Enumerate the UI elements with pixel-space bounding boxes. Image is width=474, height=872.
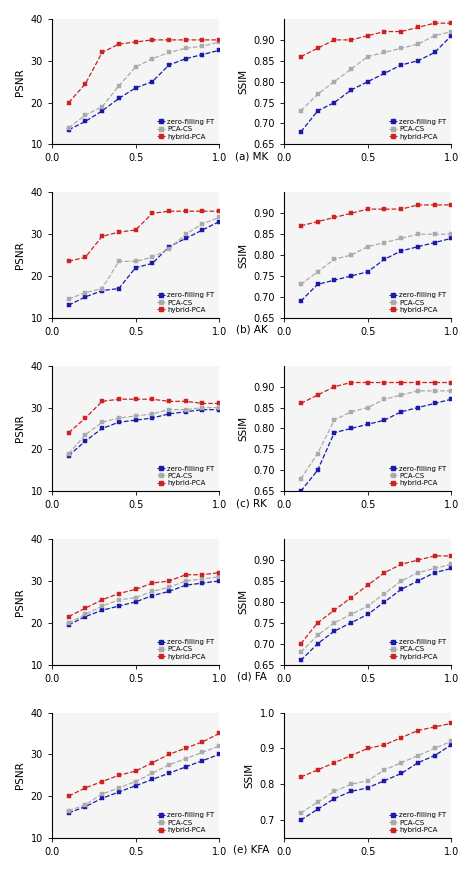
Y-axis label: PSNR: PSNR (15, 414, 25, 442)
Y-axis label: SSIM: SSIM (238, 69, 248, 94)
Legend: zero-filling FT, PCA-CS, hybrid-PCA: zero-filling FT, PCA-CS, hybrid-PCA (387, 464, 448, 487)
Legend: zero-filling FT, PCA-CS, hybrid-PCA: zero-filling FT, PCA-CS, hybrid-PCA (387, 290, 448, 314)
Legend: zero-filling FT, PCA-CS, hybrid-PCA: zero-filling FT, PCA-CS, hybrid-PCA (155, 637, 216, 661)
Legend: zero-filling FT, PCA-CS, hybrid-PCA: zero-filling FT, PCA-CS, hybrid-PCA (155, 464, 216, 487)
Legend: zero-filling FT, PCA-CS, hybrid-PCA: zero-filling FT, PCA-CS, hybrid-PCA (155, 811, 216, 835)
Y-axis label: PSNR: PSNR (15, 761, 25, 789)
Y-axis label: PSNR: PSNR (15, 588, 25, 616)
Y-axis label: PSNR: PSNR (15, 242, 25, 269)
Text: (a) MK: (a) MK (235, 152, 268, 161)
Text: (e) KFA: (e) KFA (234, 845, 270, 855)
Legend: zero-filling FT, PCA-CS, hybrid-PCA: zero-filling FT, PCA-CS, hybrid-PCA (155, 290, 216, 314)
Legend: zero-filling FT, PCA-CS, hybrid-PCA: zero-filling FT, PCA-CS, hybrid-PCA (387, 637, 448, 661)
Y-axis label: SSIM: SSIM (238, 416, 248, 441)
Legend: zero-filling FT, PCA-CS, hybrid-PCA: zero-filling FT, PCA-CS, hybrid-PCA (155, 118, 216, 141)
Legend: zero-filling FT, PCA-CS, hybrid-PCA: zero-filling FT, PCA-CS, hybrid-PCA (387, 118, 448, 141)
Y-axis label: SSIM: SSIM (244, 763, 254, 787)
Y-axis label: SSIM: SSIM (238, 589, 248, 615)
Text: (b) AK: (b) AK (236, 324, 267, 335)
Legend: zero-filling FT, PCA-CS, hybrid-PCA: zero-filling FT, PCA-CS, hybrid-PCA (387, 811, 448, 835)
Text: (c) RK: (c) RK (236, 498, 267, 508)
Y-axis label: SSIM: SSIM (238, 242, 248, 268)
Y-axis label: PSNR: PSNR (15, 68, 25, 96)
Text: (d) FA: (d) FA (237, 671, 266, 682)
